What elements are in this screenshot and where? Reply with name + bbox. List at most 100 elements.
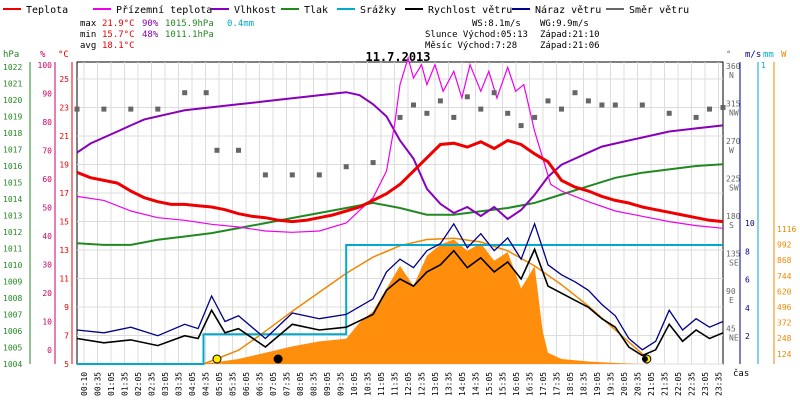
x-tick-label: 03:35 (175, 372, 184, 396)
x-tick-label: 00:35 (94, 372, 103, 396)
dir-compass-label: NE (729, 334, 739, 343)
x-tick-label: 21:05 (647, 372, 656, 396)
hpa-axis-unit: hPa (3, 50, 19, 60)
ms-axis-unit: m/s (745, 50, 761, 60)
x-tick-label: 06:35 (256, 372, 265, 396)
x-tick-label: 06:05 (242, 372, 251, 396)
x-tick-label: 08:35 (310, 372, 319, 396)
temp-tick-label: 23 (59, 104, 69, 113)
legend-item-wind-gust: Náraz větru (512, 4, 601, 16)
temp-tick-label: 11 (59, 275, 69, 284)
x-tick-label: 09:05 (323, 372, 332, 396)
series-marks (74, 55, 726, 365)
stats-max-label: max (80, 19, 97, 29)
stats-max-rain: 0.4mm (227, 19, 254, 29)
y-axes: 1022102110201019101810171016101510141013… (3, 61, 796, 369)
pct-tick-label: 40 (42, 232, 52, 241)
wind-direction-point (424, 110, 430, 116)
w-tick-label: 744 (777, 272, 792, 281)
hpa-tick-label: 1011 (3, 245, 22, 254)
wind-speed-line (76, 247, 724, 357)
info-block: WS:8.1m/s WG:9.9m/s Slunce Východ:05:13 … (425, 19, 600, 51)
x-tick-label: 15:35 (499, 372, 508, 396)
hpa-tick-label: 1005 (3, 344, 22, 353)
axis-units: hPa % °C ° m/s mm W čas (3, 50, 787, 379)
stats-max-temp: 21.9°C (102, 19, 135, 29)
wind-direction-point (505, 110, 511, 116)
chart-title: 11.7.2013 (365, 50, 430, 64)
pct-tick-label: 0 (47, 346, 52, 355)
x-tick-label: 20:05 (620, 372, 629, 396)
stats-block: max 21.9°C 90% 1015.9hPa 0.4mm min 15.7°… (80, 19, 254, 51)
hpa-tick-label: 1012 (3, 228, 22, 237)
hpa-tick-label: 1004 (3, 360, 22, 369)
dir-tick-label: 90 (726, 287, 736, 296)
wind-direction-point (451, 114, 457, 120)
w-tick-label: 1116 (777, 225, 796, 234)
temp-tick-label: 7 (64, 332, 69, 341)
rain-line (77, 244, 723, 365)
dir-tick-label: 360 (726, 62, 741, 71)
wind-direction-point (464, 94, 470, 100)
wind-direction-point (182, 90, 188, 96)
wind-direction-point (397, 114, 403, 120)
x-tick-label: 02:05 (134, 372, 143, 396)
legend-label: Přízemní teplota (116, 4, 212, 16)
legend-label: Tlak (304, 5, 328, 16)
temp-tick-label: 21 (59, 132, 69, 141)
wind-direction-point (370, 160, 376, 166)
legend-label: Srážky (360, 4, 396, 16)
wind-direction-point (316, 172, 322, 178)
x-tick-label: 13:35 (445, 372, 454, 396)
x-tick-label: 01:35 (121, 372, 130, 396)
wind-direction-point (289, 172, 295, 178)
pct-tick-label: 90 (42, 90, 52, 99)
wind-direction-point (262, 172, 268, 178)
w-tick-label: 372 (777, 319, 792, 328)
hpa-tick-label: 1008 (3, 294, 22, 303)
hpa-tick-label: 1022 (3, 63, 22, 72)
hpa-tick-label: 1014 (3, 195, 22, 204)
hpa-tick-label: 1019 (3, 113, 22, 122)
x-tick-label: 11:05 (377, 372, 386, 396)
dir-compass-label: S (729, 221, 734, 230)
hpa-tick-label: 1010 (3, 261, 22, 270)
wind-direction-point (203, 90, 209, 96)
info-wg: WG:9.9m/s (540, 19, 589, 29)
legend: Teplota Přízemní teplota Vlhkost Tlak Sr… (3, 4, 689, 16)
dir-compass-label: SE (729, 259, 739, 268)
hpa-tick-label: 1007 (3, 311, 22, 320)
x-tick-label: 16:35 (526, 372, 535, 396)
ms-tick-label: 4 (745, 304, 750, 313)
x-tick-label: 03:05 (161, 372, 170, 396)
x-tick-label: 12:35 (418, 372, 427, 396)
w-tick-label: 992 (777, 241, 792, 250)
hpa-tick-label: 1015 (3, 179, 22, 188)
info-sun-rise: Slunce Východ:05:13 (425, 30, 528, 40)
wind-direction-point (128, 106, 134, 112)
x-tick-label: 22:35 (688, 372, 697, 396)
moonrise-marker (273, 354, 283, 364)
wind-direction-point (599, 102, 605, 108)
wind-direction-point (437, 98, 443, 104)
x-tick-label: 04:05 (188, 372, 197, 396)
legend-item-wind-direction: Směr větru (606, 4, 689, 16)
wind-direction-point (518, 123, 524, 129)
info-moon-rise: Měsíc Východ:7:28 (425, 41, 517, 51)
pct-tick-label: 70 (42, 147, 52, 156)
x-tick-label: 14:35 (472, 372, 481, 396)
wind-direction-point (559, 106, 564, 112)
x-tick-label: 18:05 (566, 372, 575, 396)
dir-compass-label: NW (729, 109, 739, 118)
wind-direction-point (532, 114, 538, 120)
hpa-tick-label: 1006 (3, 327, 22, 336)
stats-avg-temp: 18.1°C (102, 41, 135, 51)
x-tick-label: 19:05 (593, 372, 602, 396)
hpa-tick-label: 1020 (3, 96, 22, 105)
x-tick-label: 23:35 (715, 372, 724, 396)
pct-tick-label: 20 (42, 289, 52, 298)
pressure-line (76, 163, 724, 246)
dir-compass-label: N (729, 71, 734, 80)
x-tick-label: 05:35 (229, 372, 238, 396)
moonset-marker (641, 356, 648, 362)
